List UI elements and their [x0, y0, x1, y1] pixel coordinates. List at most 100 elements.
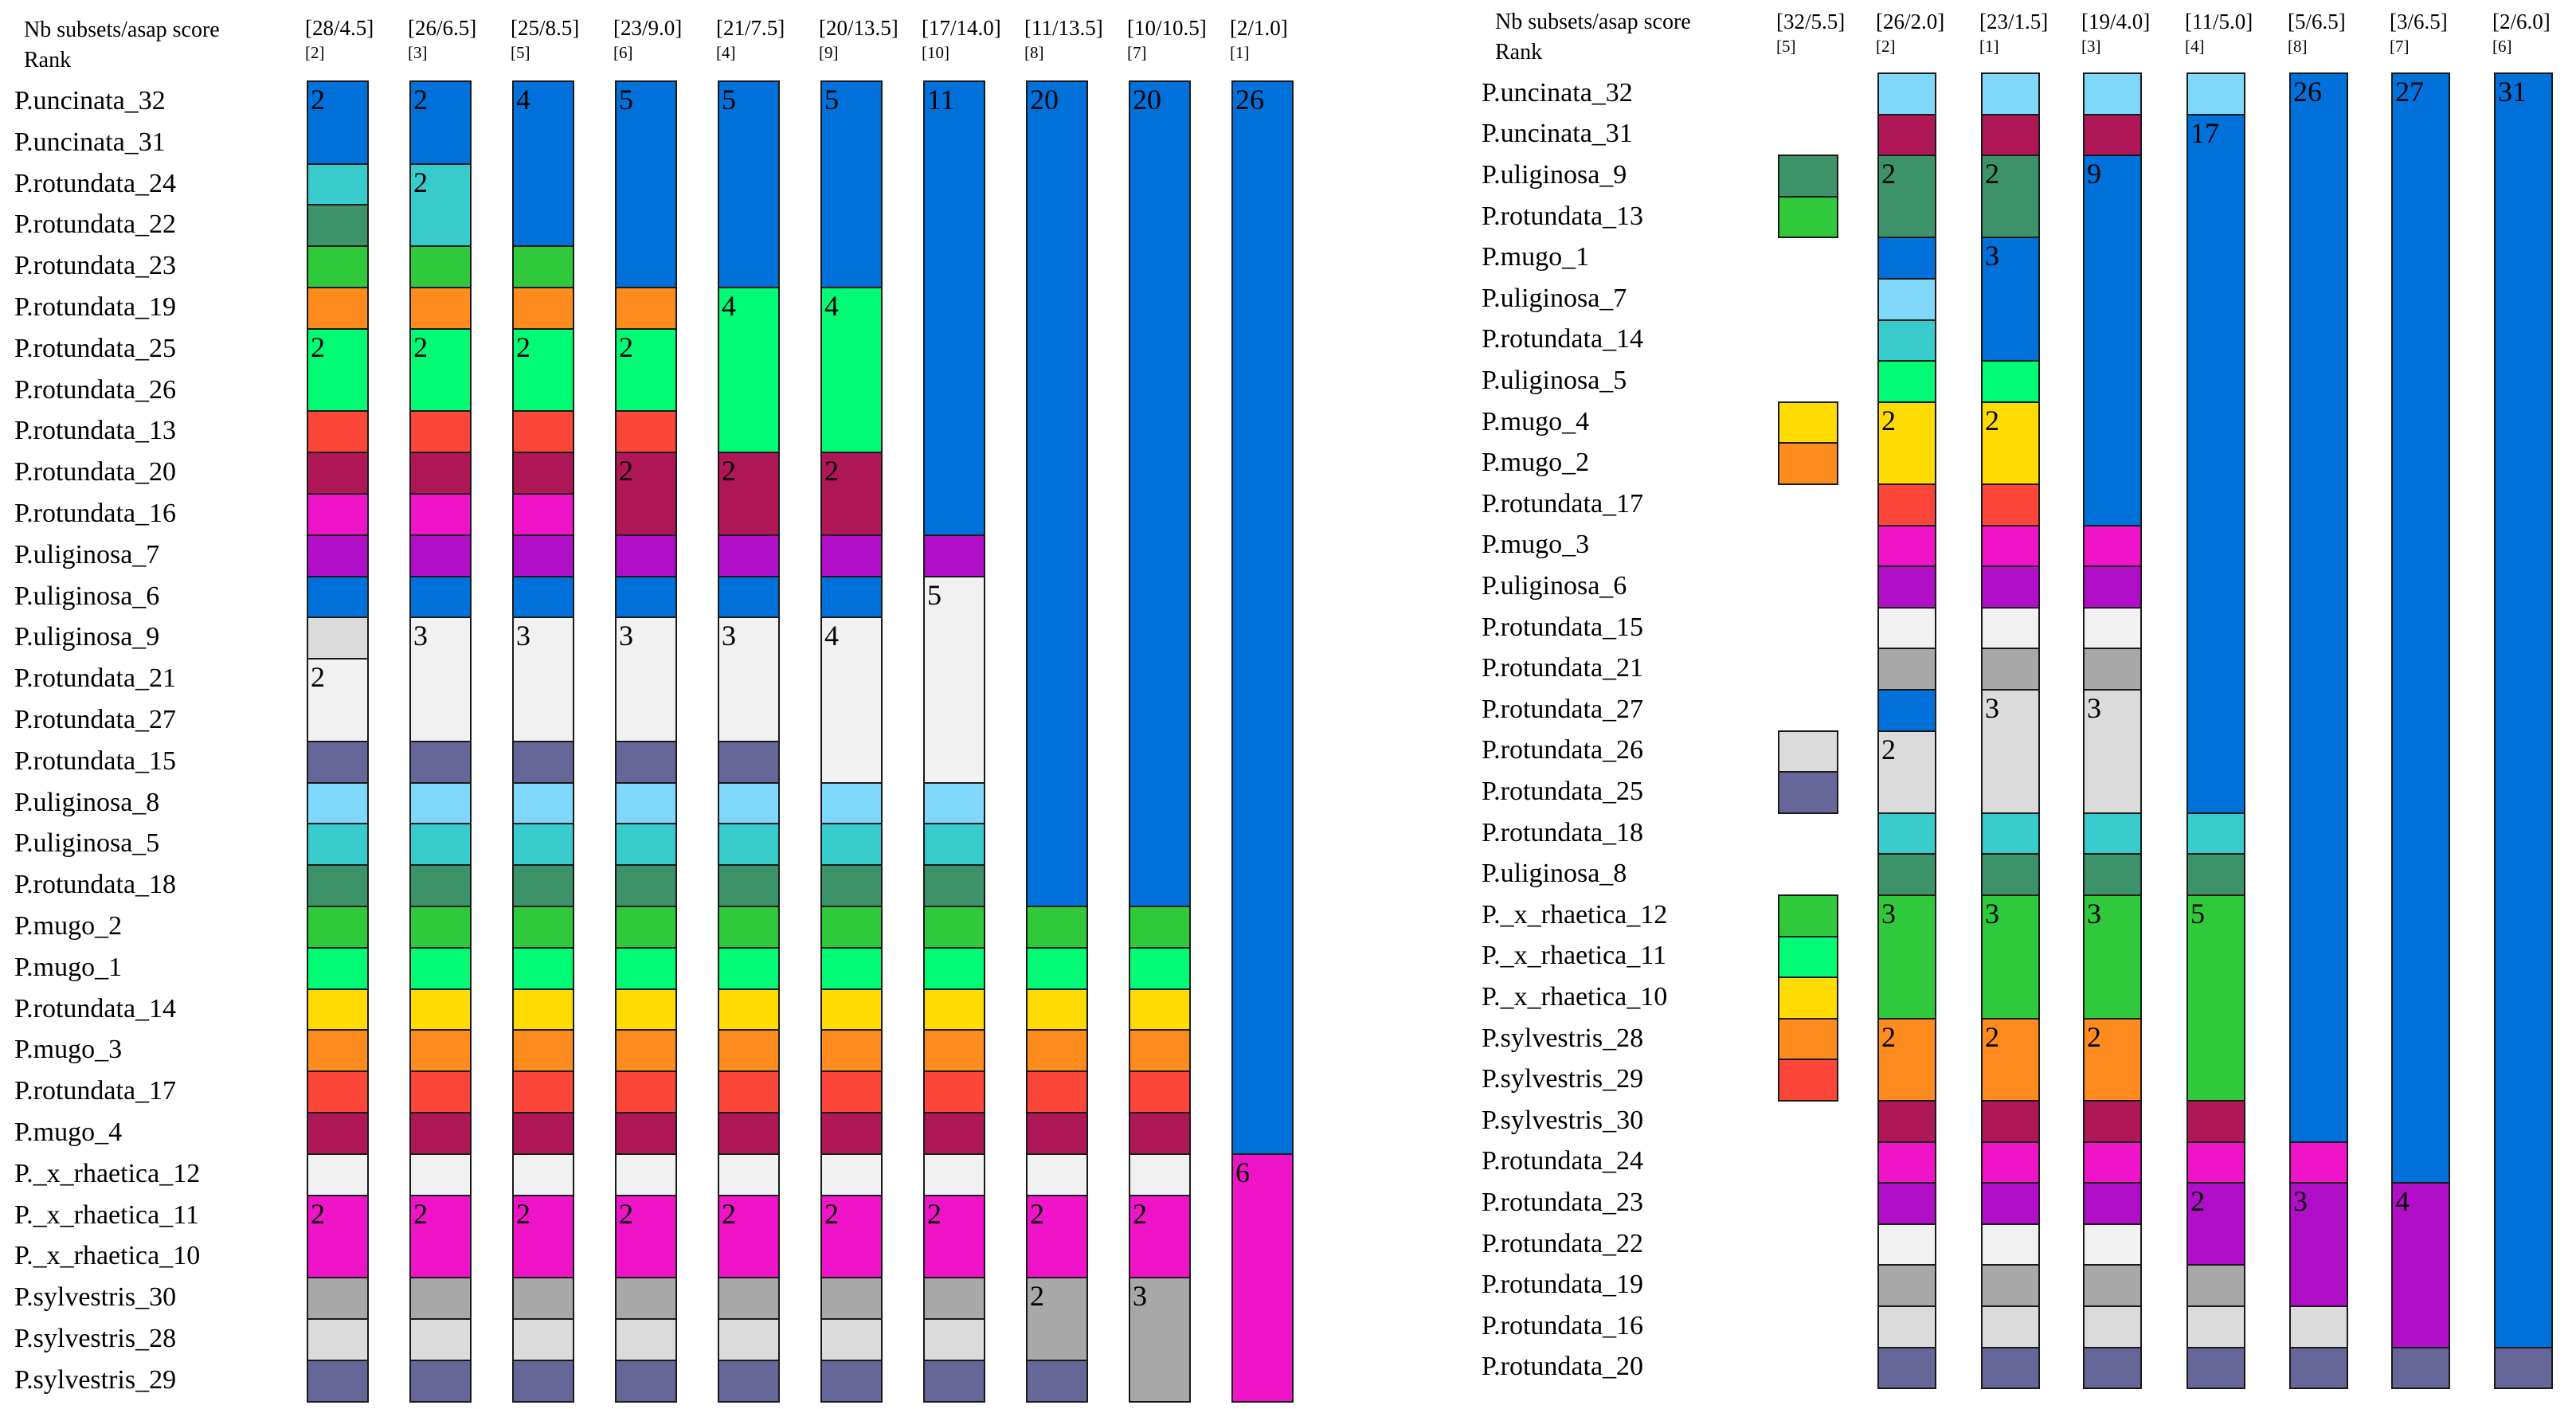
legend-swatch: [1778, 401, 1838, 444]
row-label: P.uliginosa_7: [14, 539, 160, 569]
cluster-block: [409, 410, 472, 454]
cluster-block: [409, 1318, 472, 1361]
row-label: P.rotundata_13: [1482, 201, 1644, 231]
cluster-count-label: 2: [311, 661, 325, 694]
cluster-block: 27: [2391, 72, 2450, 1184]
column-rank: [2]: [305, 43, 325, 62]
row-label: P._x_rhaetica_11: [1482, 941, 1666, 971]
row-label: P.rotundata_26: [14, 374, 177, 405]
cluster-count-label: 2: [1985, 1020, 1999, 1053]
cluster-block: [307, 740, 369, 784]
cluster-block: 2: [1877, 401, 1936, 485]
cluster-block: [718, 906, 780, 949]
row-label: P.rotundata_15: [14, 746, 177, 776]
cluster-block: [2083, 812, 2142, 855]
column-header: [26/2.0]: [1876, 10, 1945, 33]
cluster-block: 3: [718, 616, 780, 742]
cluster-block: 2: [615, 327, 677, 413]
cluster-count-label: 2: [1030, 1197, 1044, 1230]
cluster-block: [718, 1359, 780, 1403]
cluster-block: [820, 1277, 883, 1320]
cluster-block: [307, 864, 369, 907]
cluster-block: [820, 781, 883, 825]
cluster-block: [2186, 72, 2245, 115]
column-rank: [4]: [2185, 37, 2205, 56]
cluster-block: [820, 1153, 883, 1196]
cluster-block: [307, 1359, 369, 1403]
cluster-block: [923, 1153, 985, 1196]
cluster-block: [1877, 360, 1936, 403]
cluster-block: [2083, 648, 2142, 691]
column-header: [10/10.5]: [1127, 16, 1207, 40]
cluster-block: [409, 287, 472, 330]
cluster-block: [1877, 566, 1936, 609]
cluster-count-label: 3: [1881, 898, 1896, 930]
cluster-block: [615, 946, 677, 990]
cluster-block: [1877, 853, 1936, 896]
cluster-block: [307, 1318, 369, 1361]
cluster-block: [1981, 1141, 2040, 1184]
cluster-block: 2: [1877, 1017, 1936, 1102]
cluster-block: [2083, 853, 2142, 896]
cluster-block: 4: [512, 80, 574, 248]
cluster-block: 26: [2289, 72, 2348, 1143]
row-label: P.uliginosa_5: [14, 828, 160, 859]
cluster-block: [1877, 1182, 1936, 1225]
cluster-block: [1026, 1070, 1088, 1114]
cluster-block: [2083, 566, 2142, 609]
legend-swatch: [1778, 977, 1838, 1020]
cluster-block: 9: [2083, 155, 2142, 526]
cluster-count-label: 2: [619, 331, 633, 363]
cluster-block: [512, 1112, 574, 1155]
header-nb-subsets-label-right: Nb subsets/asap score: [1495, 10, 1691, 34]
cluster-block: [820, 1029, 883, 1073]
cluster-count-label: 4: [722, 290, 736, 322]
cluster-count-label: 2: [311, 331, 325, 363]
cluster-count-label: 2: [2087, 1020, 2101, 1053]
cluster-block: [512, 740, 574, 784]
cluster-block: 4: [820, 287, 883, 454]
cluster-block: 2: [923, 1194, 985, 1279]
row-label: P.rotundata_24: [14, 168, 177, 198]
cluster-block: 11: [923, 80, 985, 536]
cluster-block: [512, 493, 574, 536]
cluster-count-label: 2: [619, 455, 633, 487]
cluster-block: [1026, 988, 1088, 1031]
column-header: [19/4.0]: [2081, 10, 2151, 33]
cluster-block: [409, 575, 472, 619]
cluster-count-label: 3: [1133, 1280, 1147, 1313]
row-label: P.rotundata_23: [1482, 1188, 1644, 1217]
cluster-block: [1877, 1346, 1936, 1390]
cluster-block: [1129, 1070, 1191, 1114]
cluster-block: [718, 781, 780, 825]
cluster-block: [307, 1070, 369, 1114]
cluster-block: [615, 823, 677, 867]
cluster-block: [2494, 1346, 2553, 1390]
cluster-count-label: 27: [2395, 76, 2424, 108]
cluster-block: 5: [615, 80, 677, 288]
cluster-block: 2: [409, 327, 472, 413]
header-nb-subsets-label: Nb subsets/asap score: [24, 18, 220, 42]
row-label: P.rotundata_16: [1482, 1310, 1644, 1341]
cluster-block: [615, 287, 677, 330]
cluster-block: [307, 410, 369, 454]
column-rank: [3]: [408, 43, 428, 62]
legend-swatch: [1778, 1017, 1838, 1061]
cluster-block: [307, 162, 369, 206]
cluster-block: [307, 823, 369, 867]
row-label: P.rotundata_14: [1482, 324, 1644, 354]
cluster-block: [512, 287, 574, 330]
cluster-block: 2: [718, 452, 780, 536]
cluster-block: [1026, 1153, 1088, 1196]
cluster-block: [409, 864, 472, 907]
row-label: P.rotundata_26: [1482, 735, 1644, 765]
cluster-block: 2: [2186, 1182, 2245, 1266]
cluster-block: [718, 946, 780, 990]
cluster-block: [615, 906, 677, 949]
row-label: P.sylvestris_30: [14, 1282, 177, 1313]
cluster-block: 2: [1877, 155, 1936, 239]
cluster-block: 2: [820, 452, 883, 536]
cluster-block: [1877, 278, 1936, 321]
cluster-block: 2: [1981, 155, 2040, 239]
cluster-block: [1026, 946, 1088, 990]
